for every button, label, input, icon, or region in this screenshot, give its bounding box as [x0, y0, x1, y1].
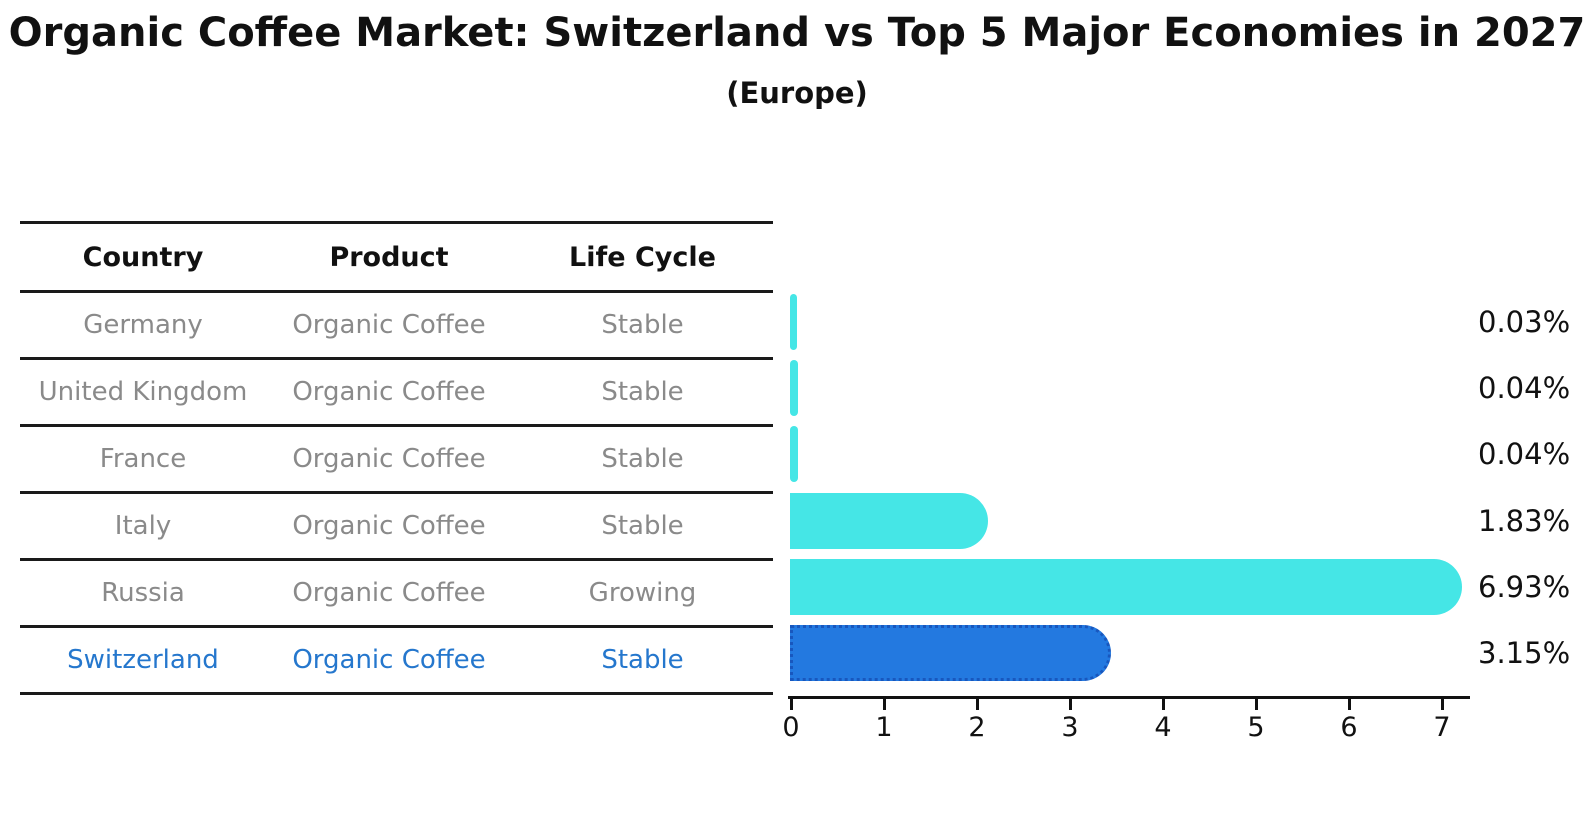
x-tick-7	[1441, 699, 1444, 710]
cell-product-italy: Organic Coffee	[292, 511, 486, 541]
table-row-russia: Russia Organic Coffee Growing	[20, 560, 773, 627]
x-tick-label-2: 2	[968, 712, 986, 743]
x-tick-label-4: 4	[1154, 712, 1172, 743]
table-row-united-kingdom: United Kingdom Organic Coffee Stable	[20, 359, 773, 426]
x-tick-label-3: 3	[1061, 712, 1079, 743]
cell-country-france: France	[99, 444, 187, 474]
chart-subtitle: (Europe)	[726, 76, 868, 110]
cell-product-united-kingdom: Organic Coffee	[292, 377, 486, 407]
bar-value-label-switzerland: 3.15%	[1478, 636, 1571, 670]
x-axis-line	[788, 696, 1470, 699]
x-tick-6	[1348, 699, 1351, 710]
cell-life-cycle-switzerland: Stable	[601, 645, 684, 675]
bar-russia	[790, 559, 1463, 615]
bar-united-kingdom	[790, 360, 798, 416]
x-tick-2	[976, 699, 979, 710]
column-header-country: Country	[82, 241, 204, 273]
x-tick-label-5: 5	[1247, 712, 1265, 743]
cell-product-russia: Organic Coffee	[292, 578, 486, 608]
bar-value-label-italy: 1.83%	[1478, 504, 1571, 538]
table-row-switzerland: Switzerland Organic Coffee Stable	[20, 627, 773, 694]
cell-product-france: Organic Coffee	[292, 444, 486, 474]
bar-germany	[790, 294, 797, 350]
cell-country-united-kingdom: United Kingdom	[38, 377, 248, 407]
cell-country-russia: Russia	[101, 578, 185, 608]
x-tick-label-0: 0	[782, 712, 800, 743]
cell-product-switzerland: Organic Coffee	[292, 645, 486, 675]
table-row-germany: Germany Organic Coffee Stable	[20, 292, 773, 359]
x-tick-5	[1255, 699, 1258, 710]
x-tick-3	[1069, 699, 1072, 710]
cell-life-cycle-italy: Stable	[601, 511, 684, 541]
x-tick-label-7: 7	[1433, 712, 1451, 743]
cell-product-germany: Organic Coffee	[292, 310, 486, 340]
cell-life-cycle-russia: Growing	[588, 578, 697, 608]
cell-country-switzerland: Switzerland	[67, 645, 219, 675]
bar-switzerland	[790, 625, 1111, 681]
x-tick-0	[790, 699, 793, 710]
cell-life-cycle-germany: Stable	[601, 310, 684, 340]
table-row-france: France Organic Coffee Stable	[20, 426, 773, 493]
x-tick-1	[883, 699, 886, 710]
x-tick-label-1: 1	[875, 712, 893, 743]
bar-value-label-france: 0.04%	[1478, 437, 1571, 471]
bar-italy	[790, 493, 989, 549]
cell-country-italy: Italy	[114, 511, 172, 541]
cell-country-germany: Germany	[83, 310, 203, 340]
column-header-product: Product	[329, 241, 449, 273]
bar-france	[790, 426, 798, 482]
table-row-italy: Italy Organic Coffee Stable	[20, 493, 773, 560]
chart-title: Organic Coffee Market: Switzerland vs To…	[8, 10, 1586, 56]
data-table: Country Product Life Cycle Germany Organi…	[20, 221, 773, 695]
bar-value-label-russia: 6.93%	[1478, 570, 1571, 604]
bar-value-label-united-kingdom: 0.04%	[1478, 371, 1571, 405]
cell-life-cycle-france: Stable	[601, 444, 684, 474]
column-header-life-cycle: Life Cycle	[569, 241, 716, 273]
x-tick-label-6: 6	[1340, 712, 1358, 743]
bar-value-label-germany: 0.03%	[1478, 305, 1571, 339]
table-header-row: Country Product Life Cycle	[20, 222, 773, 292]
x-tick-4	[1162, 699, 1165, 710]
cell-life-cycle-united-kingdom: Stable	[601, 377, 684, 407]
